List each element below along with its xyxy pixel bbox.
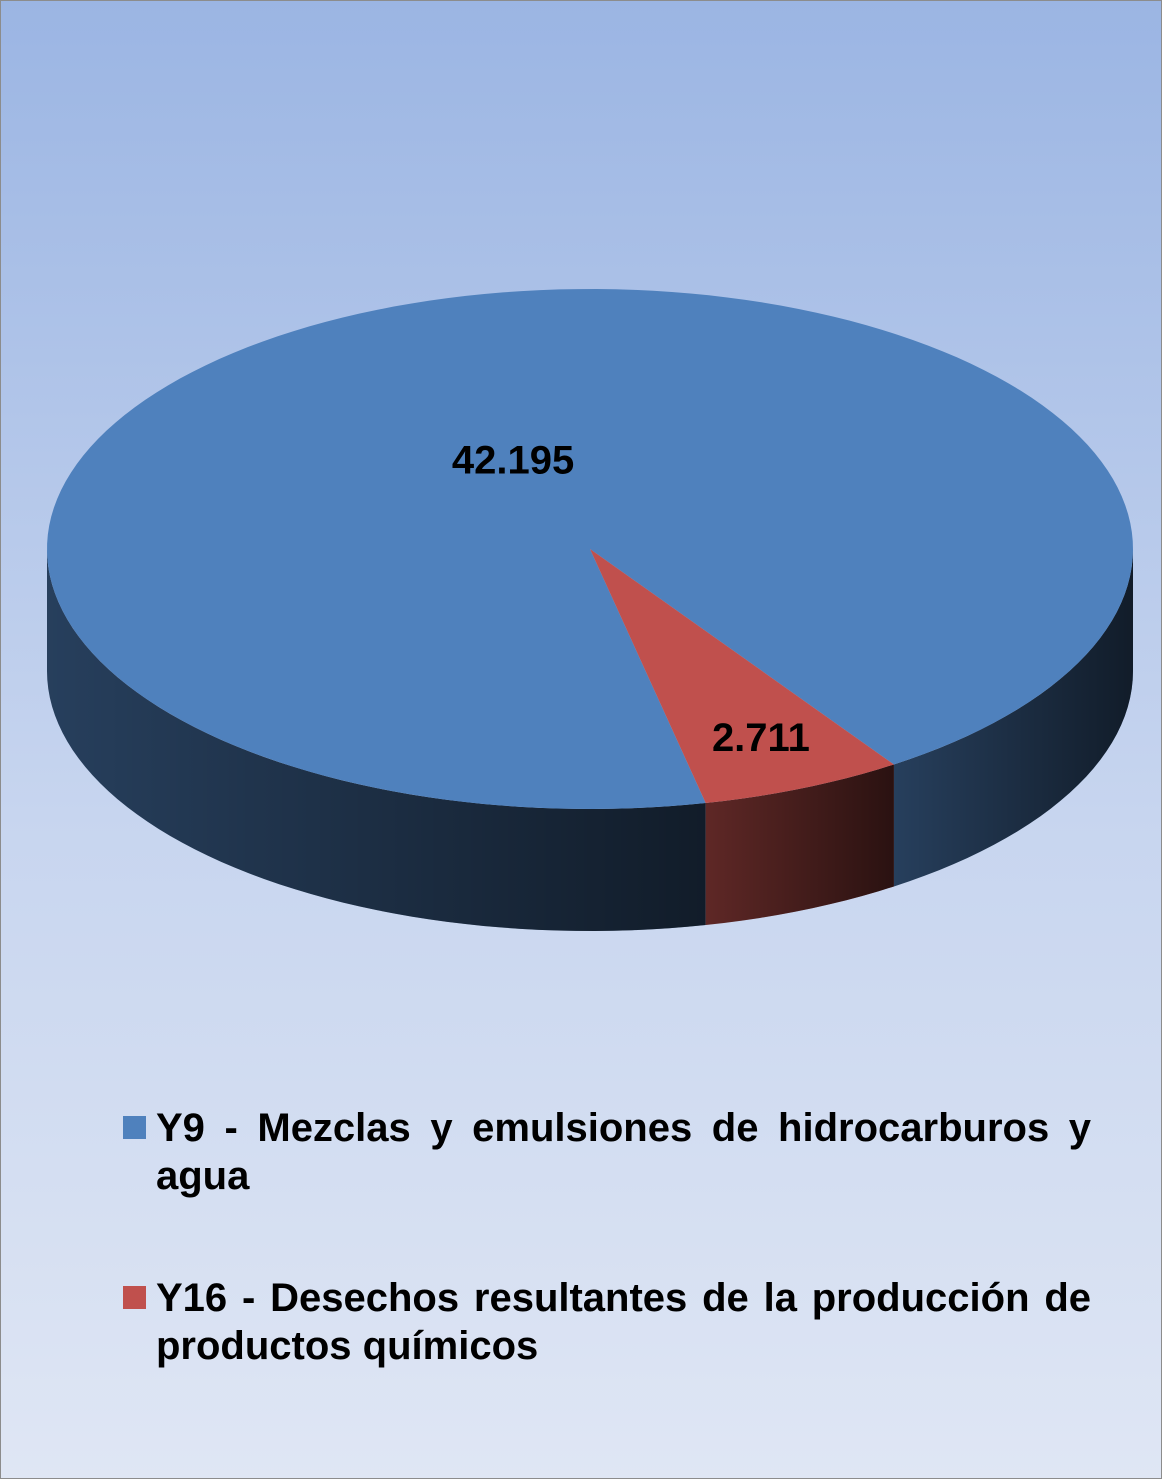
legend-label: Y16 - Desechos resultantes de la producc…	[156, 1276, 1091, 1368]
slice	[590, 549, 894, 804]
slice	[47, 289, 1133, 809]
legend-label: Y9 - Mezclas y emulsiones de hidrocarbur…	[156, 1106, 1091, 1198]
legend-item: Y16 - Desechos resultantes de la producc…	[123, 1274, 1091, 1370]
data-label: 42.195	[452, 439, 574, 483]
legend-swatch	[123, 1286, 146, 1309]
legend-swatch	[123, 1116, 146, 1139]
legend-item: Y9 - Mezclas y emulsiones de hidrocarbur…	[123, 1104, 1091, 1200]
pie-chart: 42.195 2.711	[47, 289, 1133, 931]
data-label: 2.711	[712, 716, 810, 760]
